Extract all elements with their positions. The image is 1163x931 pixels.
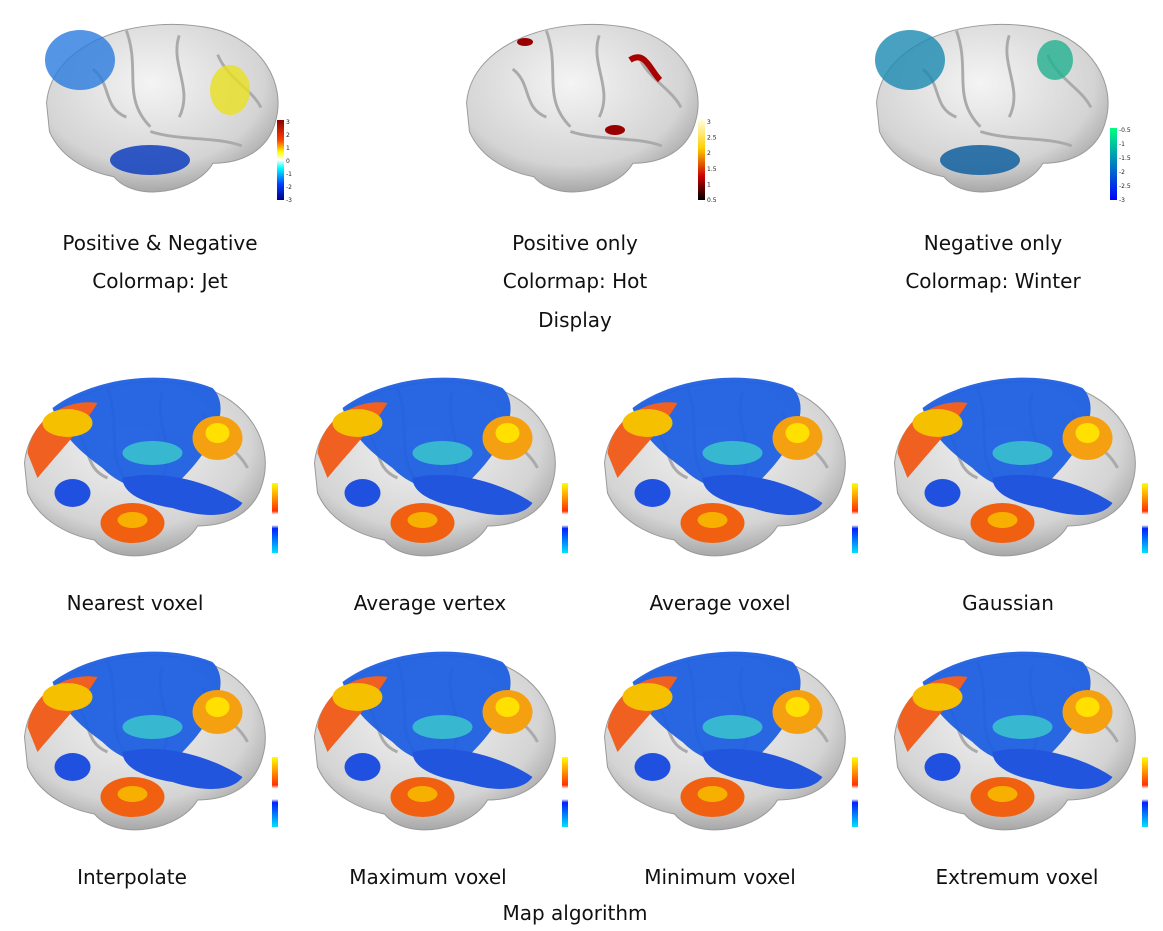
caption: Colormap: Hot [503, 269, 648, 293]
caption: Minimum voxel [644, 865, 796, 889]
activation [628, 54, 663, 83]
map-grid [22, 377, 1148, 832]
caption: Positive & Negative [62, 231, 257, 255]
colorbar-label: 1 [286, 145, 290, 152]
colorbar-label: -2 [286, 184, 292, 191]
activation [875, 30, 945, 90]
colorbar [562, 757, 568, 827]
caption: Colormap: Winter [905, 269, 1081, 293]
colorbar [272, 483, 278, 553]
colorbar-label: -1 [1119, 141, 1125, 148]
caption: Average vertex [354, 591, 507, 615]
colorbar-label: 3 [286, 119, 290, 126]
activation [517, 38, 533, 46]
activation [1037, 40, 1073, 80]
colorbar-label: 3 [707, 119, 711, 126]
colorbar-label: -2 [1119, 169, 1125, 176]
colorbar [852, 483, 858, 553]
colorbar [1110, 128, 1117, 200]
display-row [45, 22, 1117, 200]
colorbar [1142, 757, 1148, 827]
caption: Colormap: Jet [92, 269, 228, 293]
colorbar-label: -3 [1119, 197, 1125, 204]
colorbar-label: 1 [707, 181, 711, 188]
colorbar-label: 0.5 [707, 197, 717, 204]
colorbar-label: 0 [286, 158, 290, 165]
colorbar-label: 1.5 [707, 166, 717, 173]
colorbar [698, 120, 705, 200]
caption: Extremum voxel [936, 865, 1099, 889]
colorbar-label: 2 [707, 150, 711, 157]
activation [110, 145, 190, 175]
colorbar-label: -2.5 [1119, 183, 1131, 190]
activation [605, 125, 625, 135]
brain-image [465, 22, 700, 194]
caption: Maximum voxel [349, 865, 506, 889]
colorbar-label: -1.5 [1119, 155, 1131, 162]
caption: Average voxel [649, 591, 790, 615]
section-label: Display [538, 308, 612, 332]
activation [210, 65, 250, 115]
caption: Positive only [512, 231, 638, 255]
caption: Negative only [924, 231, 1063, 255]
colorbar [852, 757, 858, 827]
caption: Nearest voxel [67, 591, 204, 615]
colorbar-label: -3 [286, 197, 292, 204]
colorbar-label: 2 [286, 132, 290, 139]
section-label: Map algorithm [502, 901, 647, 925]
activation [940, 145, 1020, 175]
colorbar [277, 120, 284, 200]
activation [45, 30, 115, 90]
colorbar-label: -1 [286, 171, 292, 178]
caption: Gaussian [962, 591, 1054, 615]
colorbar [1142, 483, 1148, 553]
caption: Interpolate [77, 865, 187, 889]
colorbar-label: 2.5 [707, 135, 717, 142]
colorbar-label: -0.5 [1119, 127, 1131, 134]
colorbar [562, 483, 568, 553]
colorbar [272, 757, 278, 827]
